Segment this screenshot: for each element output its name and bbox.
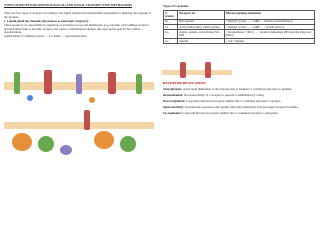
table-cell: Acetylcholine (M2), alpha2 agonists [177, 23, 225, 31]
regulation-item: Desensitization: Decreased ability of a … [163, 92, 313, 98]
title: TYPES OF RECEPTORS (PHYSIOLOGICAL) AND S… [4, 3, 132, 7]
regulation-item: Up regulation: Long term increase in rec… [163, 110, 313, 116]
definition: Long term increase in receptor number du… [182, 110, 279, 115]
definition: Long term reduction in receptor number d… [186, 98, 282, 103]
table-row: Gi Acetylcholine (M2), alpha2 agonists ↓ a… [162, 23, 316, 31]
table-cell: Opioids [177, 37, 225, 45]
table-cell: Alpha1 agonists, acetylcholine (M1, M3) [177, 29, 225, 39]
regulation-item: Supersensitivity: increased the response… [163, 104, 313, 110]
table-header-cell: Receptors for [177, 10, 225, 20]
section-heading: RECEPTOR REGULATION [163, 81, 206, 85]
item-text: GABA binds to GABAA receptor → Cl- influ… [4, 34, 88, 38]
table-cell: Gi [162, 23, 179, 31]
table-cell: Go [162, 37, 179, 45]
membrane [4, 122, 154, 129]
term: Supersensitivity: [163, 104, 185, 109]
table-row: Gq Alpha1 agonists, acetylcholine (M1, M3… [162, 29, 316, 39]
page: TYPES OF RECEPTORS (PHYSIOLOGICAL) AND S… [4, 3, 316, 155]
term: Down regulation: [163, 98, 186, 103]
receptors [14, 70, 142, 94]
definition: increased the response to the agonist fo… [185, 104, 299, 109]
table-cell: ↑ phospholipase C (PLC) → ↑ inositol tri… [223, 29, 316, 39]
g-protein-table: G protein Receptors for Effector/signaling… [162, 10, 316, 45]
item-text: These receptors are responsible for regu… [4, 23, 150, 35]
item-title: 1. Ligand-gated ion channels (also known… [4, 19, 89, 23]
term: Desensitization: [163, 92, 184, 97]
table-header-cell: Effector/signaling mechanism [223, 10, 316, 20]
table-cell: ↓ adenylyl cyclase → ↓ cAMP → ↓ protein … [223, 23, 316, 31]
table-cell: Gq [162, 29, 179, 39]
table-row: Go Opioids ↓ Ca2+ channels [162, 37, 316, 45]
definition: Acute rapid diminution of the response d… [183, 87, 292, 91]
regulation-item: Down regulation: Long term reduction in … [163, 98, 313, 104]
term: Up regulation: [163, 110, 182, 115]
term: Tachyphylaxis: [163, 87, 183, 91]
table-cell: ↓ Ca2+ channels [223, 37, 316, 45]
definition: Decreased ability of a receptor to respo… [184, 92, 265, 97]
regulation-item: Tachyphylaxis: Acute rapid diminution of… [163, 87, 313, 92]
table-caption: Types of G-proteins: [163, 4, 190, 8]
diagrams [4, 62, 232, 155]
table-header-cell: G protein [162, 10, 179, 20]
intro: There are four types of receptors accord… [4, 11, 152, 19]
regulation-list: Tachyphylaxis: Acute rapid diminution of… [163, 87, 313, 118]
